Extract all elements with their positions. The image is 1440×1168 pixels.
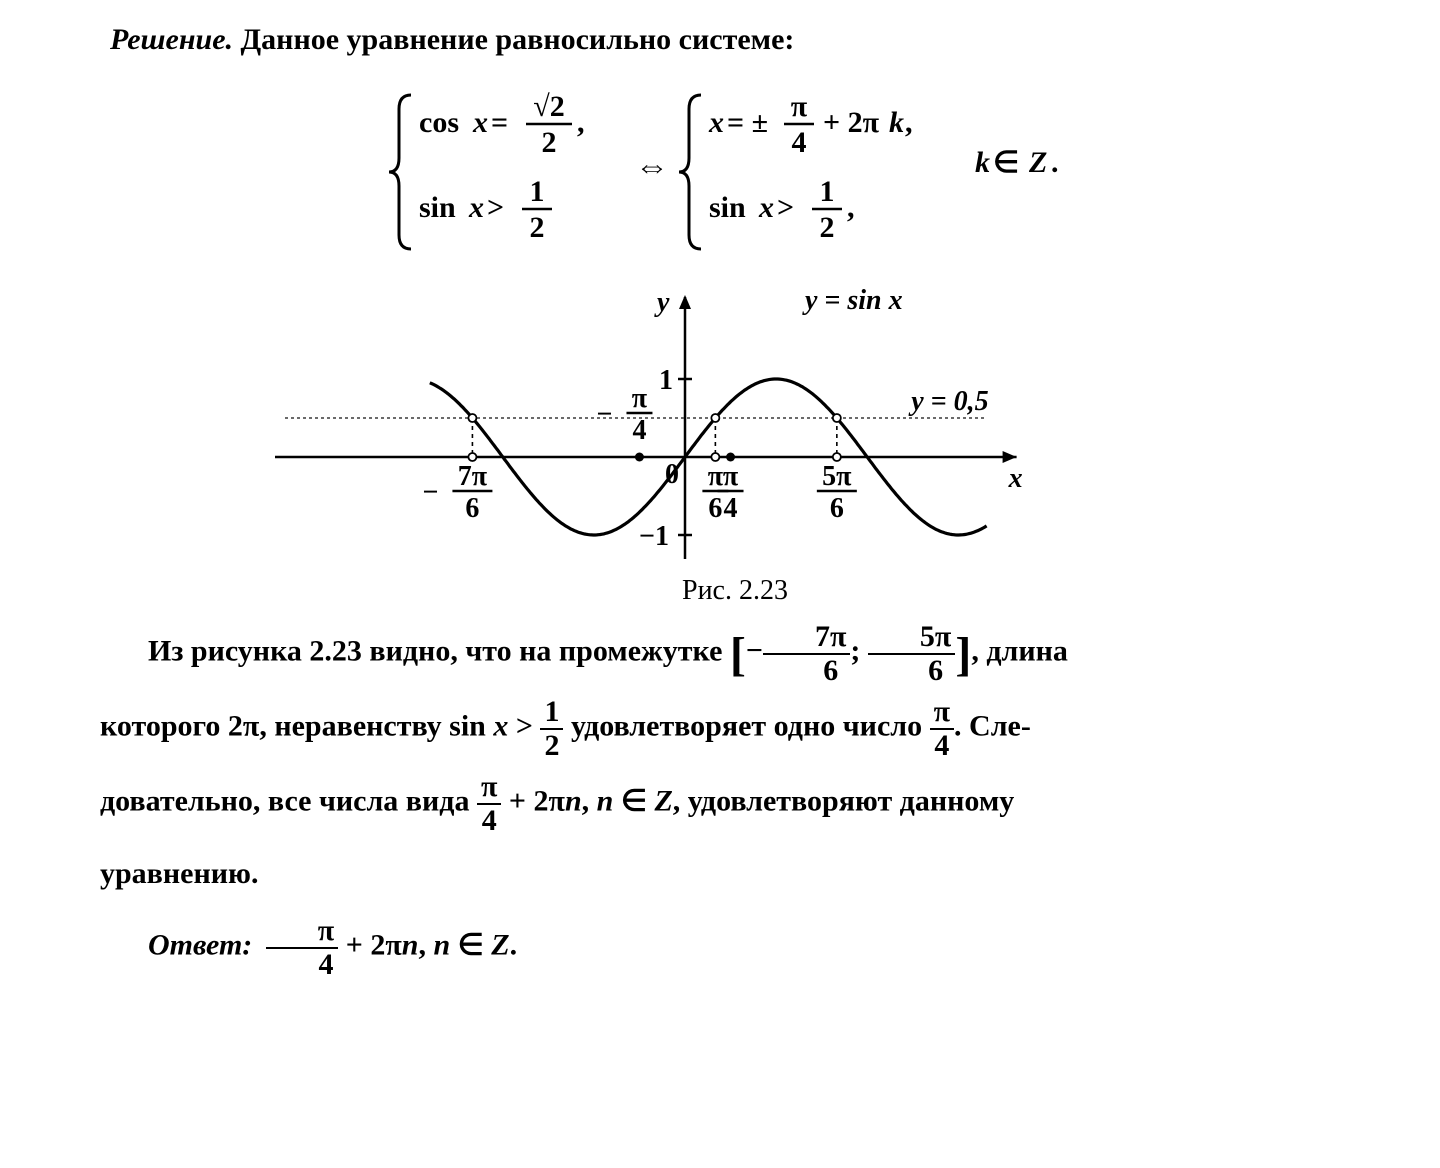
svg-text:−1: −1 — [639, 521, 669, 552]
svg-text:x: x — [472, 106, 488, 139]
frac-7pi6: 7π6 — [763, 621, 850, 686]
svg-text:=: = — [491, 106, 508, 139]
svg-text:2: 2 — [820, 211, 835, 244]
svg-text:sin: sin — [709, 191, 746, 224]
p4: уравнению. — [100, 857, 258, 890]
svg-text:x: x — [708, 106, 724, 139]
p3-n2: n — [597, 784, 614, 817]
p2-c: удовлетворяет одно число — [563, 709, 929, 742]
paragraph-4: уравнению. — [100, 854, 1370, 893]
svg-text:y = 0,5: y = 0,5 — [908, 386, 988, 417]
svg-text:Z: Z — [1028, 146, 1047, 179]
p3-b: + 2π — [501, 784, 565, 817]
svg-text:>: > — [487, 191, 504, 224]
svg-text:x: x — [1008, 463, 1023, 494]
p3-Z: Z — [654, 784, 672, 817]
p3-n1: n — [565, 784, 582, 817]
neg-sign: − — [746, 634, 763, 667]
svg-text:1: 1 — [530, 175, 545, 208]
p3-a: довательно, все числа вида — [100, 784, 477, 817]
frac-5pi6: 5π6 — [868, 621, 955, 686]
system-svg: cos x = √22,sin x > 12⇔x = ± π4 + 2πk,si… — [355, 77, 1115, 267]
svg-text:,: , — [905, 106, 913, 139]
svg-text:.: . — [1051, 146, 1059, 179]
svg-text:π: π — [791, 90, 808, 123]
svg-text:⇔: ⇔ — [635, 148, 669, 185]
p3-c: , — [582, 784, 597, 817]
svg-text:= ±: = ± — [727, 106, 768, 139]
p3-d: ∈ — [613, 784, 654, 817]
ans-c: ∈ — [450, 928, 491, 961]
ans-n2: n — [433, 928, 450, 961]
svg-text:7π: 7π — [458, 461, 488, 492]
equation-system: cos x = √22,sin x > 12⇔x = ± π4 + 2πk,si… — [100, 77, 1370, 267]
answer-label: Ответ: — [148, 928, 252, 961]
svg-text:π: π — [632, 383, 648, 414]
frac-pi4-b: π4 — [477, 771, 501, 836]
svg-text:π: π — [708, 461, 724, 492]
svg-text:6: 6 — [465, 493, 479, 524]
p1-b: , длина — [971, 634, 1068, 667]
frac-pi4-c: π4 — [266, 915, 338, 980]
svg-text:6: 6 — [830, 493, 844, 524]
svg-text:5π: 5π — [822, 461, 852, 492]
p3-e: , удовлетворяют данному — [673, 784, 1015, 817]
paragraph-2: которого 2π, неравенству sin x > 12 удов… — [100, 696, 1370, 761]
ans-d: . — [510, 928, 518, 961]
svg-text:,: , — [577, 106, 585, 139]
svg-text:∈: ∈ — [993, 146, 1019, 179]
svg-text:√2: √2 — [533, 90, 564, 123]
paragraph-1: Из рисунка 2.23 видно, что на промежутке… — [100, 621, 1370, 686]
p2-d: . Сле- — [954, 709, 1031, 742]
svg-text:k: k — [889, 106, 904, 139]
svg-text:y: y — [654, 287, 670, 318]
svg-text:0: 0 — [665, 459, 679, 490]
bracket-left: [ — [730, 628, 746, 681]
svg-text:−: − — [422, 477, 438, 508]
svg-text:4: 4 — [792, 126, 807, 159]
svg-text:1: 1 — [659, 365, 673, 396]
answer-line: Ответ: π4 + 2πn, n ∈ Z. — [100, 915, 1370, 980]
frac-pi4: π4 — [930, 696, 954, 761]
svg-text:−: − — [596, 399, 612, 430]
graph-figure: xyy = sin xy = 0,51−10−7π6−π4π6π45π6Рис.… — [100, 277, 1370, 607]
ans-n1: n — [402, 928, 419, 961]
intro-rest: Данное уравнение равносильно системе: — [233, 23, 794, 56]
ans-Z: Z — [491, 928, 509, 961]
svg-text:4: 4 — [632, 415, 646, 446]
svg-text:,: , — [847, 191, 855, 224]
solution-intro: Решение. Данное уравнение равносильно си… — [110, 20, 1370, 59]
bracket-right: ] — [955, 628, 971, 681]
frac-half: 12 — [540, 696, 563, 761]
svg-text:2: 2 — [530, 211, 545, 244]
svg-text:π: π — [723, 461, 739, 492]
svg-text:+ 2π: + 2π — [823, 106, 880, 139]
p2-gt: > — [508, 709, 540, 742]
svg-text:6: 6 — [708, 493, 722, 524]
ans-b: , — [418, 928, 433, 961]
p2-a: которого 2π, неравенству sin — [100, 709, 493, 742]
svg-text:2: 2 — [542, 126, 557, 159]
paragraph-3: довательно, все числа вида π4 + 2πn, n ∈… — [100, 771, 1370, 836]
p1-a: Из рисунка 2.23 видно, что на промежутке — [148, 634, 730, 667]
svg-text:4: 4 — [724, 493, 738, 524]
semicolon: ; — [850, 634, 868, 667]
svg-text:>: > — [777, 191, 794, 224]
graph-svg: xyy = sin xy = 0,51−10−7π6−π4π6π45π6Рис.… — [255, 277, 1215, 607]
svg-text:1: 1 — [820, 175, 835, 208]
svg-text:y = sin x: y = sin x — [802, 285, 903, 316]
solution-word: Решение. — [110, 23, 233, 56]
svg-text:sin: sin — [419, 191, 456, 224]
svg-text:x: x — [468, 191, 484, 224]
svg-text:k: k — [975, 146, 990, 179]
svg-text:x: x — [758, 191, 774, 224]
p2-x: x — [493, 709, 508, 742]
svg-text:Рис. 2.23: Рис. 2.23 — [682, 575, 788, 606]
svg-text:cos: cos — [419, 106, 459, 139]
ans-a: + 2π — [338, 928, 402, 961]
